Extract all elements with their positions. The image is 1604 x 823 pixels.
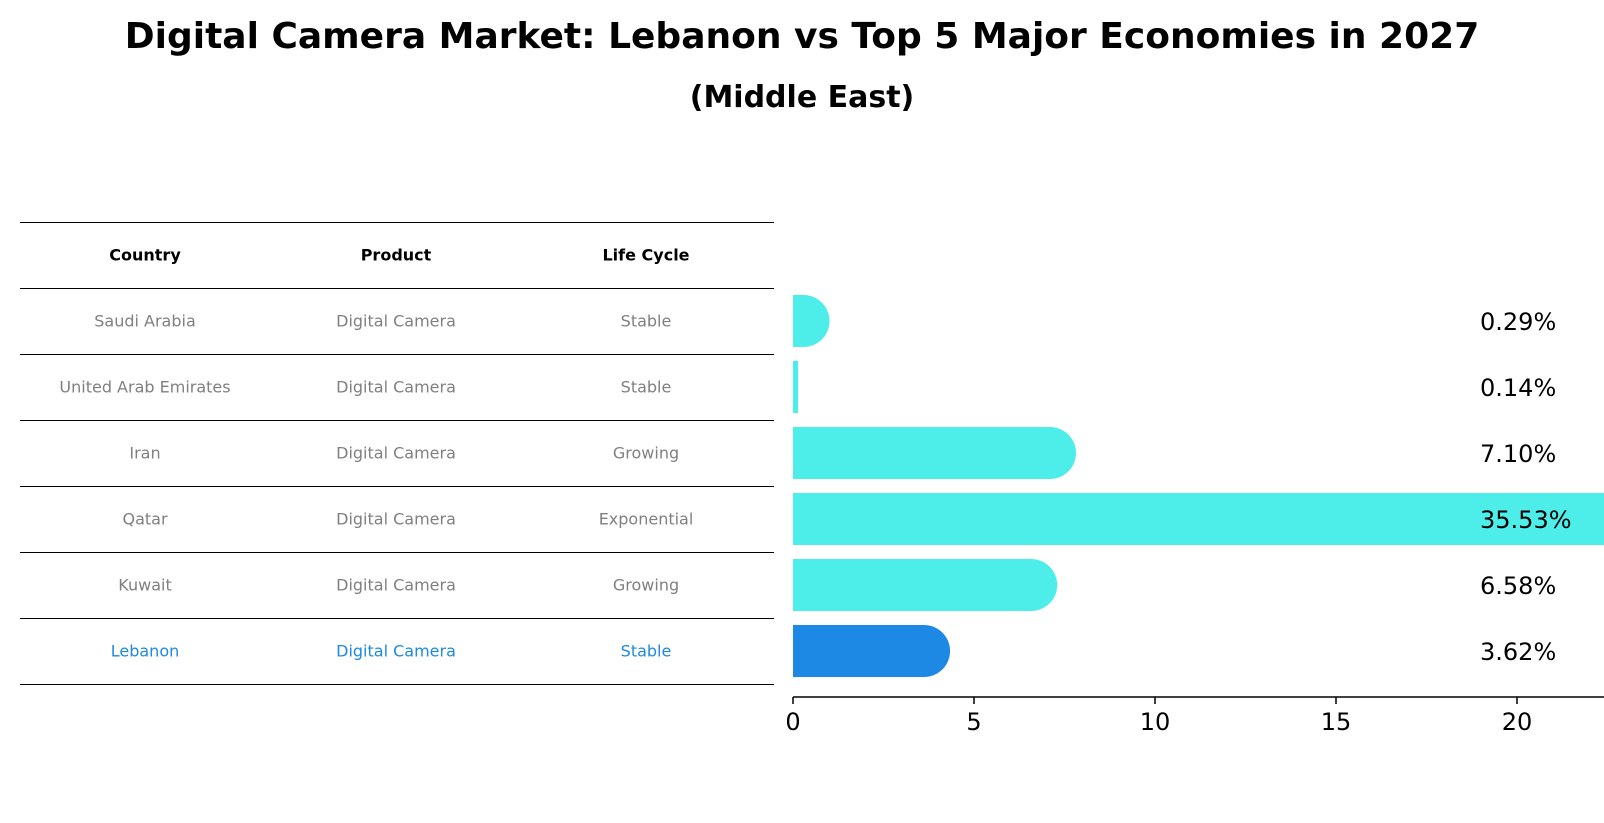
table-rule <box>20 486 774 487</box>
header-life-cycle: Life Cycle <box>602 245 690 265</box>
cell-product: Digital Camera <box>336 443 456 463</box>
cell-product: Digital Camera <box>336 641 456 661</box>
value-label: 35.53% <box>1480 506 1572 534</box>
table-rule <box>20 618 774 619</box>
cell-life-cycle: Growing <box>612 575 680 595</box>
x-tick-label: 15 <box>1321 708 1352 736</box>
table-rule <box>20 420 774 421</box>
x-tick-label: 20 <box>1502 708 1533 736</box>
cell-country: Lebanon <box>110 641 180 661</box>
cell-product: Digital Camera <box>336 311 456 331</box>
cell-country: Saudi Arabia <box>94 311 196 331</box>
cell-life-cycle: Stable <box>620 377 672 397</box>
value-label: 3.62% <box>1480 638 1556 666</box>
value-label: 7.10% <box>1480 440 1556 468</box>
header-product: Product <box>360 245 432 265</box>
chart-subtitle: (Middle East) <box>689 80 915 115</box>
cell-country: United Arab Emirates <box>59 377 231 397</box>
value-label: 0.14% <box>1480 374 1556 402</box>
value-label: 6.58% <box>1480 572 1556 600</box>
value-label: 0.29% <box>1480 308 1556 336</box>
table-rule <box>20 288 774 289</box>
table-rule <box>20 222 774 223</box>
x-tick-label: 0 <box>785 708 800 736</box>
table-rule <box>20 552 774 553</box>
bar <box>793 493 1604 545</box>
cell-life-cycle: Stable <box>620 641 672 661</box>
cell-life-cycle: Stable <box>620 311 672 331</box>
cell-product: Digital Camera <box>336 575 456 595</box>
cell-life-cycle: Growing <box>612 443 680 463</box>
chart-title: Digital Camera Market: Lebanon vs Top 5 … <box>124 16 1480 57</box>
header-country: Country <box>109 245 181 265</box>
cell-life-cycle: Exponential <box>598 509 694 529</box>
bar <box>793 295 830 347</box>
bar <box>793 361 799 413</box>
cell-country: Qatar <box>122 509 168 529</box>
bar <box>793 559 1058 611</box>
x-tick-label: 5 <box>966 708 981 736</box>
table-rule <box>20 684 774 685</box>
cell-country: Kuwait <box>118 575 172 595</box>
table-rule <box>20 354 774 355</box>
cell-product: Digital Camera <box>336 509 456 529</box>
cell-country: Iran <box>129 443 161 463</box>
bar <box>793 625 951 677</box>
bar <box>793 427 1077 479</box>
cell-product: Digital Camera <box>336 377 456 397</box>
x-tick-label: 10 <box>1140 708 1171 736</box>
